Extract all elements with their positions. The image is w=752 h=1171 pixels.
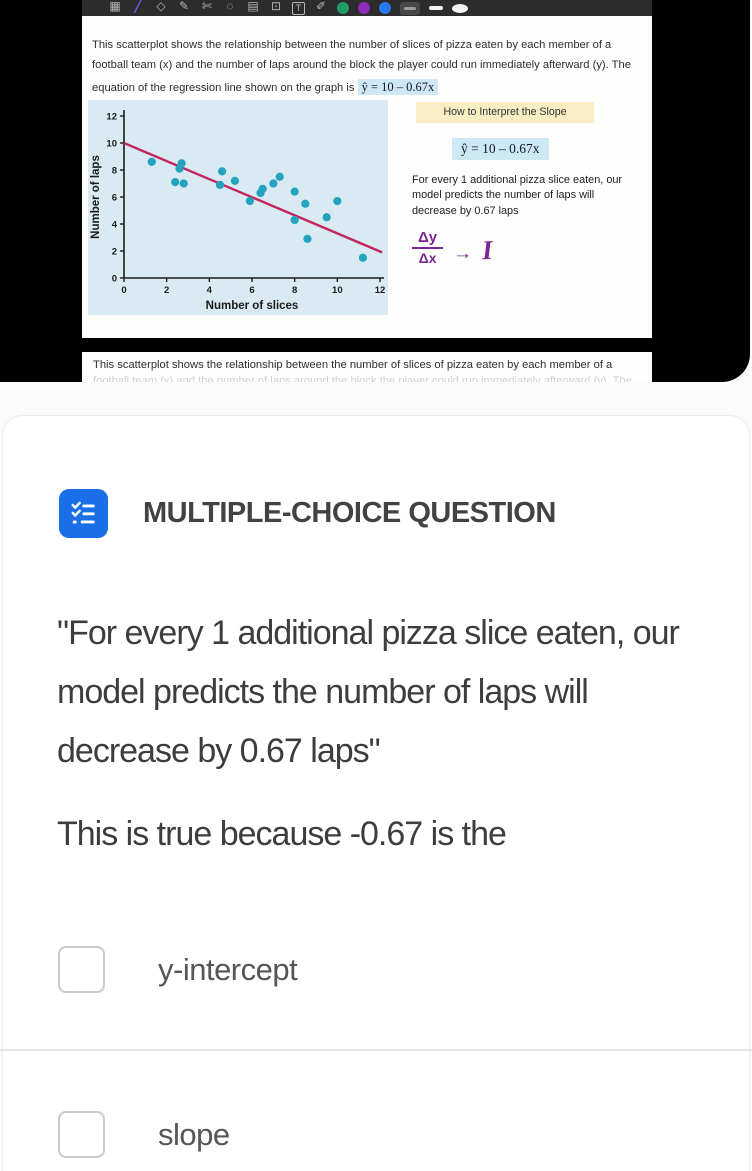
minus-button[interactable] — [400, 2, 420, 15]
pen-icon[interactable]: ╱ — [134, 0, 142, 13]
delta-y: Δy — [418, 229, 438, 247]
whiteboard-slide: This scatterplot shows the relationship … — [82, 16, 652, 338]
scatterplot-chart: 0 2 4 6 8 10 12 0 2 4 6 8 10 12 Number of slices Number… — [88, 100, 388, 315]
camera-icon[interactable]: ⊡ — [270, 0, 282, 13]
question-card-header: MULTIPLE-CHOICE QUESTION — [59, 489, 556, 538]
arrow-annotation: → — [453, 242, 473, 264]
svg-text:2: 2 — [112, 247, 117, 258]
svg-text:0: 0 — [121, 285, 126, 296]
green-color-swatch[interactable] — [337, 2, 349, 14]
regression-equation: ŷ = 10 – 0.67x — [452, 138, 549, 160]
question-type-title: MULTIPLE-CHOICE QUESTION — [143, 497, 556, 529]
highlighter-icon[interactable]: ✐ — [315, 0, 327, 13]
svg-text:12: 12 — [106, 112, 117, 123]
panel-heading: How to Interpret the Slope — [416, 102, 594, 123]
answer-option-slope[interactable]: slope — [58, 1111, 230, 1158]
next-slide-faded-text: football team (x) and the number of laps… — [93, 375, 632, 382]
lasso-icon[interactable]: ◌ — [226, 0, 234, 13]
svg-text:6: 6 — [112, 193, 117, 204]
svg-text:6: 6 — [249, 285, 254, 296]
eraser-icon[interactable]: ◇ — [156, 0, 166, 13]
svg-text:8: 8 — [292, 285, 297, 296]
handwritten-annotation: Δy Δx → I — [412, 229, 650, 266]
question-card: MULTIPLE-CHOICE QUESTION "For every 1 ad… — [2, 415, 750, 1171]
svg-text:10: 10 — [332, 285, 343, 296]
svg-text:4: 4 — [112, 220, 118, 231]
blue-color-swatch[interactable] — [379, 2, 391, 14]
question-text: "For every 1 additional pizza slice eate… — [57, 604, 719, 864]
image-icon[interactable]: ▤ — [247, 0, 259, 13]
svg-text:12: 12 — [375, 285, 386, 296]
option-divider — [0, 1049, 752, 1051]
minus-handle[interactable] — [429, 6, 443, 10]
question-paragraph-quote: "For every 1 additional pizza slice eate… — [57, 614, 680, 770]
text-tool-icon[interactable]: T — [292, 2, 305, 15]
one-symbol-annotation: I — [481, 235, 494, 266]
drawing-toolbar: ▦ ╱ ◇ ✎ ✄ ◌ ▤ ⊡ T ✐ — [82, 0, 652, 16]
checklist-icon — [59, 489, 108, 538]
svg-text:Number of laps: Number of laps — [90, 155, 102, 239]
purple-color-swatch[interactable] — [358, 2, 370, 14]
option-label: slope — [158, 1116, 230, 1152]
svg-text:4: 4 — [207, 285, 213, 296]
scatterplot-svg: 0 2 4 6 8 10 12 0 2 4 6 8 10 12 Number of slices Number… — [88, 100, 388, 315]
slope-interpretation-text: For every 1 additional pizza slice eaten… — [412, 174, 623, 217]
scissors-icon[interactable]: ✄ — [201, 0, 213, 13]
delta-fraction: Δy Δx — [412, 229, 444, 266]
regression-equation-inline: ŷ = 10 – 0.67x — [357, 78, 439, 95]
grid-icon[interactable]: ▦ — [109, 0, 121, 13]
slope-interpretation-panel: How to Interpret the Slope ŷ = 10 – 0.67… — [400, 102, 650, 266]
scatterplot-description: This scatterplot shows the relationship … — [92, 36, 637, 99]
next-slide-preview: This scatterplot shows the relationship … — [82, 352, 652, 382]
oval-handle[interactable] — [452, 4, 468, 13]
svg-text:2: 2 — [164, 285, 169, 296]
svg-text:Number of slices: Number of slices — [206, 300, 299, 312]
option-checkbox[interactable] — [58, 946, 105, 993]
scatterplot-description-text: This scatterplot shows the relationship … — [92, 39, 631, 94]
svg-text:10: 10 — [106, 139, 117, 150]
svg-text:0: 0 — [112, 274, 117, 285]
option-label: y-intercept — [158, 951, 298, 987]
video-player[interactable]: ▦ ╱ ◇ ✎ ✄ ◌ ▤ ⊡ T ✐ This scatterplot shows the re… — [0, 0, 750, 382]
pencil-icon[interactable]: ✎ — [178, 0, 190, 13]
svg-text:8: 8 — [112, 166, 117, 177]
question-paragraph-stem: This is true because -0.67 is the — [57, 815, 507, 853]
answer-option-y-intercept[interactable]: y-intercept — [58, 946, 298, 993]
next-slide-text: This scatterplot shows the relationship … — [93, 359, 613, 371]
option-checkbox[interactable] — [58, 1111, 105, 1158]
delta-x: Δx — [412, 247, 444, 266]
